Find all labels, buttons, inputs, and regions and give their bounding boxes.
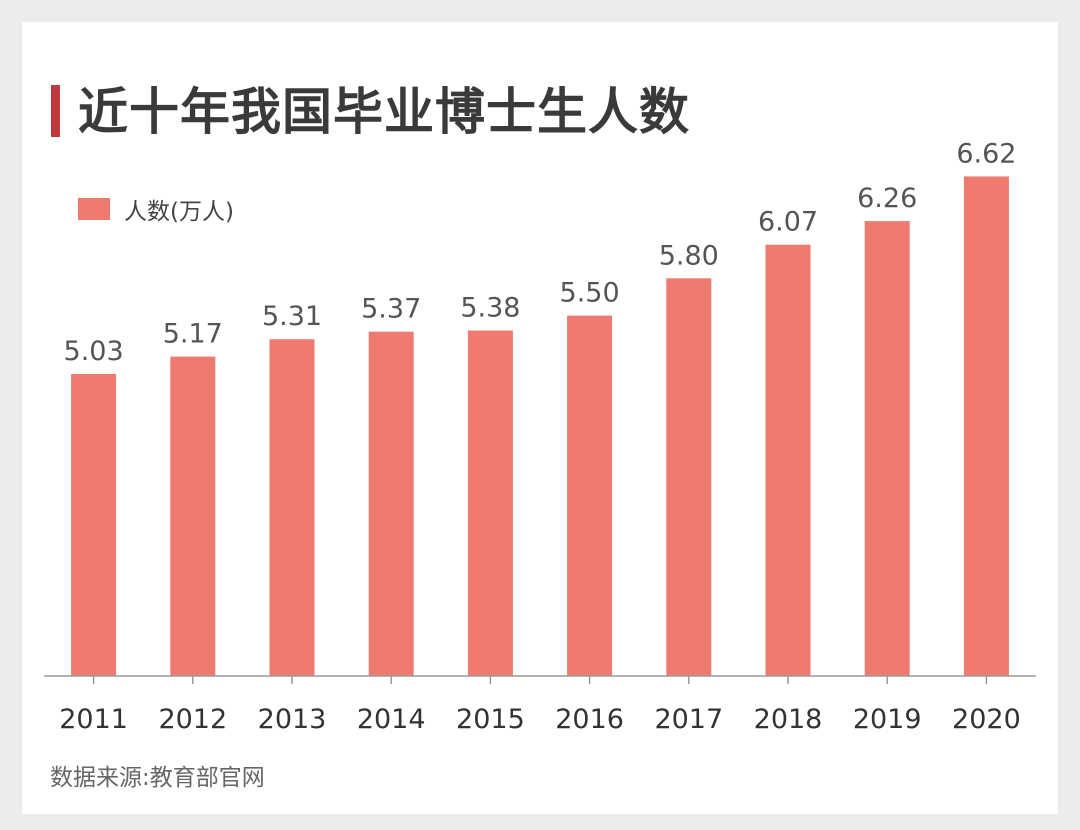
bar-2014 bbox=[368, 331, 414, 676]
bar-2016 bbox=[567, 315, 613, 676]
bar-2017 bbox=[666, 278, 712, 676]
x-tick-label-2017: 2017 bbox=[654, 704, 723, 735]
value-label-2012: 5.17 bbox=[163, 319, 223, 350]
x-tick-label-2019: 2019 bbox=[853, 704, 922, 735]
title-accent-bar bbox=[51, 85, 60, 137]
value-label-2016: 5.50 bbox=[560, 278, 620, 309]
x-tick-label-2020: 2020 bbox=[952, 704, 1021, 735]
legend-swatch bbox=[78, 198, 110, 220]
bar-2019 bbox=[864, 221, 910, 676]
bar-2013 bbox=[269, 339, 315, 676]
bar-2011 bbox=[71, 374, 117, 676]
value-label-2014: 5.37 bbox=[361, 294, 421, 325]
x-tick-label-2016: 2016 bbox=[555, 704, 624, 735]
bar-2012 bbox=[170, 356, 216, 676]
x-tick-label-2014: 2014 bbox=[357, 704, 426, 735]
x-tick-label-2018: 2018 bbox=[754, 704, 823, 735]
source-note: 数据来源:教育部官网 bbox=[50, 765, 265, 791]
legend-label: 人数(万人) bbox=[124, 199, 234, 225]
bar-2020 bbox=[963, 176, 1009, 676]
x-tick-label-2012: 2012 bbox=[158, 704, 227, 735]
value-label-2020: 6.62 bbox=[956, 138, 1016, 169]
x-tick-label-2011: 2011 bbox=[59, 704, 128, 735]
value-label-2013: 5.31 bbox=[262, 301, 322, 332]
value-label-2015: 5.38 bbox=[460, 293, 520, 324]
value-label-2019: 6.26 bbox=[857, 183, 917, 214]
value-label-2018: 6.07 bbox=[758, 207, 818, 238]
legend: 人数(万人) bbox=[78, 193, 234, 225]
value-label-2017: 5.80 bbox=[659, 240, 719, 271]
x-tick-label-2015: 2015 bbox=[456, 704, 525, 735]
value-label-2011: 5.03 bbox=[64, 336, 124, 367]
x-tick-label-2013: 2013 bbox=[258, 704, 327, 735]
bar-2018 bbox=[765, 244, 811, 676]
bar-2015 bbox=[467, 330, 513, 676]
chart-title: 近十年我国毕业博士生人数 bbox=[78, 83, 690, 141]
